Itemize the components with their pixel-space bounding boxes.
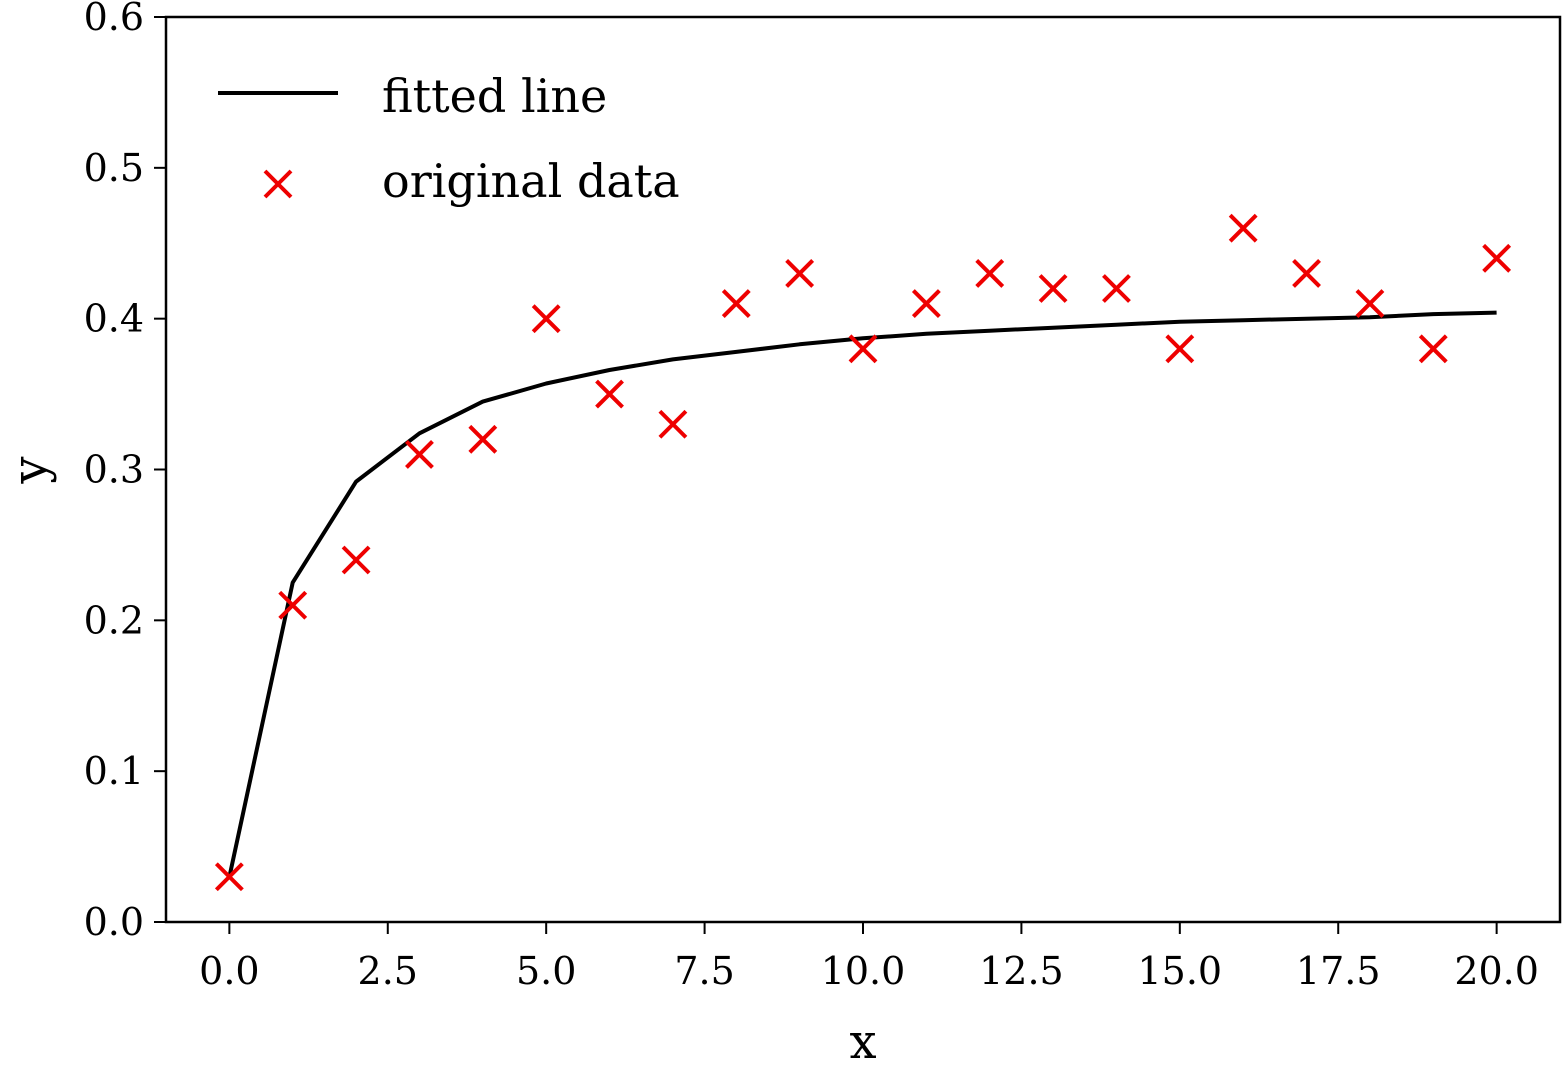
fitted-line (227, 310, 1497, 878)
data-point-marker (1165, 334, 1195, 364)
x-tick-label: 2.5 (358, 949, 418, 993)
x-tick-label: 12.5 (979, 949, 1064, 993)
y-axis-ticks: 0.0 0.1 0.2 0.3 0.4 0.5 0.6 (84, 0, 166, 944)
y-tick-label: 0.2 (84, 598, 144, 642)
data-point-marker (468, 424, 498, 454)
data-point-marker (848, 334, 878, 364)
data-point-marker (214, 862, 244, 892)
y-axis-label: y (2, 456, 58, 484)
x-tick-label: 17.5 (1296, 949, 1381, 993)
data-point-marker (1102, 274, 1131, 303)
data-point-marker (1482, 243, 1512, 273)
data-point-marker (595, 379, 624, 409)
data-point-marker (1228, 213, 1258, 243)
y-tick-label: 0.4 (84, 297, 144, 341)
data-point-marker (405, 440, 434, 469)
data-point-marker (785, 259, 815, 288)
legend-marker-swatch (263, 169, 293, 199)
data-point-marker (1355, 289, 1385, 318)
data-point-marker (341, 545, 371, 575)
data-point-marker (1292, 259, 1321, 288)
x-tick-label: 7.5 (674, 949, 734, 993)
y-tick-label: 0.0 (84, 900, 144, 944)
y-tick-label: 0.6 (84, 0, 144, 39)
x-tick-label: 20.0 (1454, 949, 1539, 993)
y-tick-label: 0.3 (84, 448, 144, 492)
plot-frame (164, 15, 1562, 924)
legend-label-fitted-line: fitted line (382, 69, 607, 123)
x-tick-label: 10.0 (821, 949, 906, 993)
x-tick-label: 5.0 (516, 949, 576, 993)
y-tick-label: 0.5 (84, 146, 144, 190)
legend-label-original-data: original data (382, 154, 680, 208)
y-tick-label: 0.1 (84, 749, 144, 793)
data-point-marker (658, 409, 688, 439)
data-point-marker (911, 289, 941, 318)
x-tick-label: 0.0 (199, 949, 259, 993)
x-axis-label: x (849, 1014, 876, 1070)
legend: fitted line original data (218, 69, 680, 208)
data-point-marker (721, 289, 751, 318)
data-point-marker (278, 590, 308, 620)
data-point-marker (1038, 274, 1068, 303)
data-point-marker (1418, 334, 1448, 364)
data-layer (214, 213, 1512, 892)
data-point-marker (531, 304, 561, 334)
data-point-marker (975, 259, 1005, 288)
x-axis-ticks: 0.0 2.5 5.0 7.5 10.0 12.5 15.0 17.5 20.0 (199, 922, 1539, 993)
x-tick-label: 15.0 (1138, 949, 1223, 993)
